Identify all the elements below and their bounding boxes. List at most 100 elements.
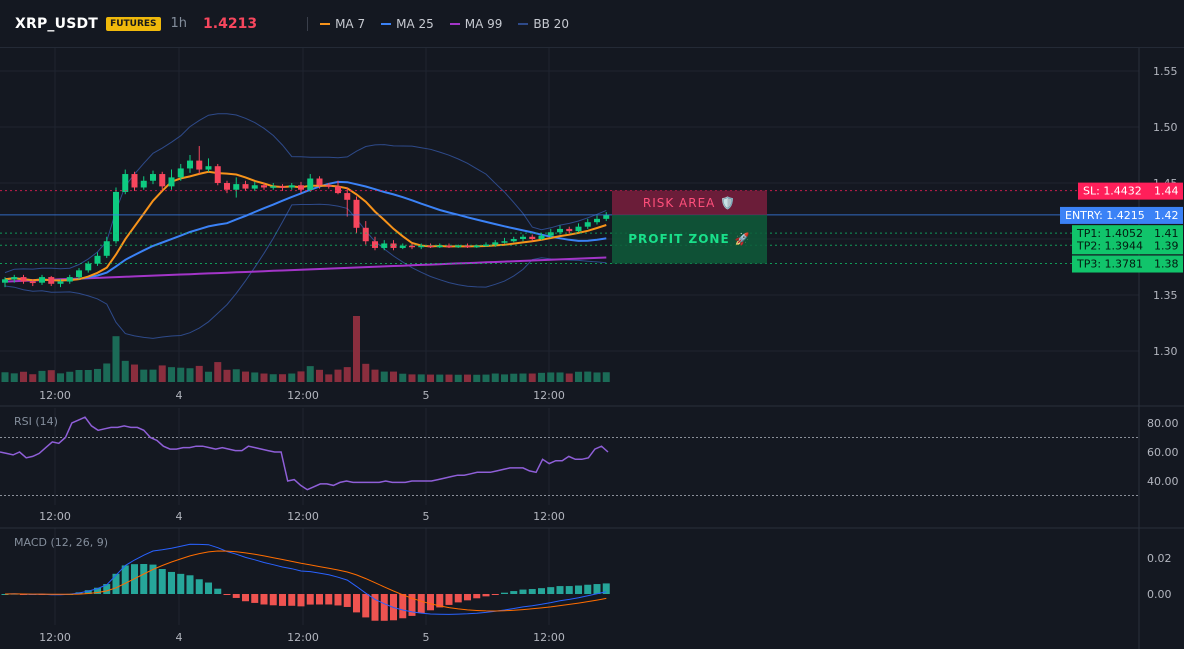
volume-bar bbox=[325, 374, 333, 382]
macd-hist-bar bbox=[343, 594, 351, 607]
level-tag-tp2 bbox=[1072, 237, 1183, 255]
volume-bar bbox=[288, 373, 296, 382]
time-tick-label: 12:00 bbox=[287, 631, 319, 644]
candle-body bbox=[2, 279, 8, 283]
candle-body bbox=[233, 184, 240, 190]
macd-hist-bar bbox=[223, 594, 231, 595]
volume-bar bbox=[223, 369, 231, 382]
macd-hist-bar bbox=[214, 588, 222, 594]
candle-body bbox=[76, 270, 82, 278]
macd-hist-bar bbox=[454, 594, 462, 603]
candle-body bbox=[66, 277, 73, 282]
macd-hist-bar bbox=[445, 594, 453, 605]
candle-body bbox=[510, 239, 517, 242]
volume-bar bbox=[306, 366, 314, 382]
macd-hist-bar bbox=[547, 587, 555, 594]
volume-bar bbox=[454, 374, 462, 382]
legend-ma25[interactable]: MA 25 bbox=[381, 17, 434, 31]
candle-body bbox=[85, 263, 92, 271]
price-tick-label: 1.35 bbox=[1153, 289, 1178, 302]
volume-bar bbox=[29, 374, 37, 382]
macd-hist-bar bbox=[149, 564, 157, 594]
macd-hist-bar bbox=[417, 594, 425, 614]
volume-bar bbox=[260, 373, 268, 382]
volume-bar bbox=[408, 374, 416, 382]
macd-hist-bar bbox=[297, 594, 305, 607]
macd-hist-bar bbox=[556, 586, 564, 594]
volume-bar bbox=[501, 374, 508, 382]
volume-bar bbox=[57, 373, 64, 382]
level-tag-value-tp2: 1.39 bbox=[1154, 239, 1179, 252]
volume-bar bbox=[602, 372, 610, 382]
level-tag-text-sl: SL: 1.4432 bbox=[1083, 185, 1142, 198]
volume-bar bbox=[66, 371, 74, 382]
candle-body bbox=[103, 241, 110, 256]
volume-bar bbox=[584, 371, 592, 382]
candle-body bbox=[48, 277, 55, 284]
candle-body bbox=[409, 245, 415, 248]
bb-lower bbox=[4, 203, 607, 339]
macd-hist-bar bbox=[269, 594, 277, 606]
macd-hist-bar bbox=[168, 571, 175, 594]
symbol-name[interactable]: XRP_USDT bbox=[15, 15, 99, 32]
volume-bar bbox=[519, 373, 527, 382]
candle-body bbox=[39, 277, 45, 283]
ma25-swatch bbox=[381, 22, 392, 25]
legend-ma7[interactable]: MA 7 bbox=[320, 17, 365, 31]
macd-hist-bar bbox=[306, 594, 314, 605]
volume-bar bbox=[251, 372, 259, 382]
time-axis[interactable]: 12:00 4 12:00 5 12:00 12:00 4 12:00 5 12:00 12:00 4… bbox=[39, 389, 565, 644]
legend-bb20[interactable]: BB 20 bbox=[518, 17, 569, 31]
candle-body bbox=[538, 235, 545, 239]
candle-body bbox=[205, 166, 212, 170]
macd-hist-bar bbox=[205, 582, 212, 594]
chart-grid bbox=[0, 48, 1184, 649]
candle-body bbox=[214, 166, 221, 183]
candle-body bbox=[418, 245, 425, 248]
legend-ma99[interactable]: MA 99 bbox=[449, 17, 502, 31]
candle-body bbox=[557, 228, 563, 233]
candle-body bbox=[529, 236, 536, 239]
candle-body bbox=[372, 241, 378, 248]
volume-bar bbox=[84, 370, 92, 382]
level-tag-value-tp1: 1.41 bbox=[1154, 227, 1179, 240]
ma7-swatch bbox=[320, 22, 331, 25]
volume-bar bbox=[47, 370, 55, 382]
macd-hist-bar bbox=[1, 594, 9, 595]
rsi-tick-label: 40.00 bbox=[1147, 475, 1179, 488]
candle-body bbox=[242, 184, 249, 189]
timeframe-selector[interactable]: 1h bbox=[170, 16, 188, 31]
time-tick-label: 5 bbox=[423, 510, 430, 523]
volume-bar bbox=[121, 360, 129, 382]
candle-body bbox=[251, 185, 258, 189]
candle-body bbox=[168, 177, 175, 187]
candle-body bbox=[603, 215, 610, 219]
time-tick-label: 12:00 bbox=[287, 510, 319, 523]
macd-hist-bar bbox=[103, 584, 111, 594]
macd-tick-label: 0.02 bbox=[1147, 552, 1172, 565]
candle-body bbox=[94, 255, 101, 264]
candle-body bbox=[187, 160, 193, 169]
macd-hist-bar bbox=[408, 594, 416, 616]
candle-body bbox=[455, 245, 462, 248]
macd-hist-bar bbox=[242, 594, 249, 602]
macd-hist-bar bbox=[491, 594, 499, 595]
volume-bar bbox=[10, 373, 18, 382]
candle-body bbox=[566, 228, 573, 232]
macd-hist-bar bbox=[593, 584, 601, 594]
volume-bar bbox=[575, 371, 582, 382]
legend-bb20-label: BB 20 bbox=[533, 16, 569, 31]
volume-bar bbox=[371, 369, 379, 382]
candle-body bbox=[436, 245, 443, 248]
time-tick-label: 5 bbox=[423, 389, 430, 402]
volume-bar bbox=[112, 336, 120, 382]
macd-hist-bar bbox=[538, 588, 545, 594]
ma99-line bbox=[4, 256, 607, 283]
ma99-swatch bbox=[449, 22, 460, 25]
volume-bar bbox=[547, 372, 555, 382]
volume-bar bbox=[417, 374, 425, 382]
time-tick-label: 12:00 bbox=[39, 631, 71, 644]
macd-hist-bar bbox=[362, 594, 370, 618]
